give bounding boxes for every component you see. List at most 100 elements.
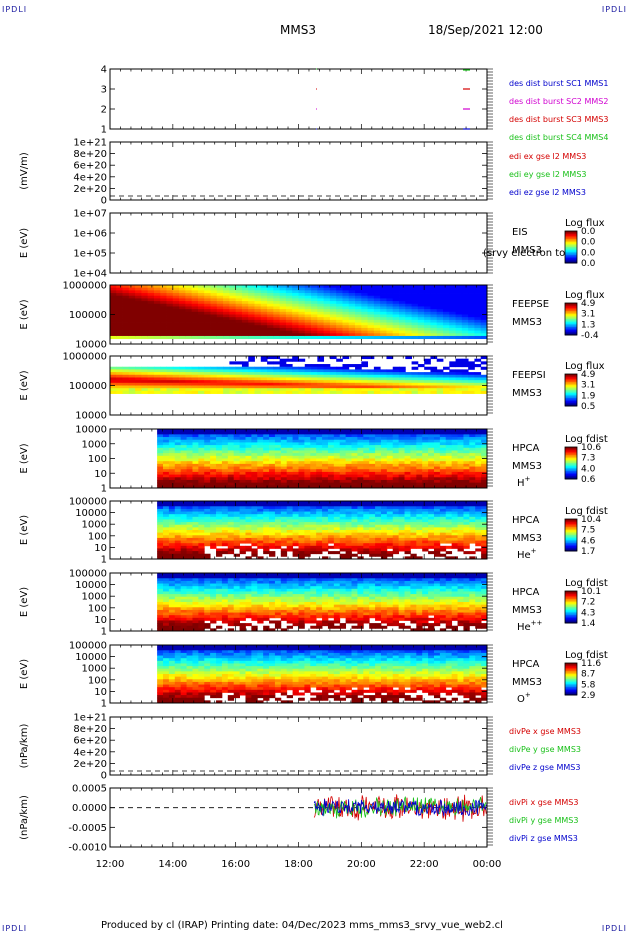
spectrogram-cell [267, 311, 274, 315]
spectrogram-cell [469, 519, 476, 523]
spectrogram-cell [445, 439, 453, 443]
spectrogram-cell [410, 516, 417, 520]
spectrogram-cell [235, 322, 243, 326]
spectrogram-cell [192, 458, 199, 462]
spectrogram-cell [168, 503, 176, 507]
spectrogram-cell [185, 303, 193, 307]
spectrogram-cell [310, 543, 317, 547]
spectrogram-cell [292, 503, 299, 507]
spectrogram-cell [280, 508, 288, 512]
spectrogram-cell [455, 285, 463, 289]
spectrogram-cell [192, 551, 199, 555]
spectrogram-cell [304, 442, 311, 446]
spectrogram-cell [269, 474, 276, 478]
spectrogram-cell [163, 503, 170, 507]
spectrogram-cell [357, 482, 364, 486]
spectrogram-cell [445, 556, 453, 560]
spectrogram-cell [398, 474, 405, 478]
spectrogram-cell [292, 506, 299, 510]
spectrogram-cell [463, 506, 470, 510]
spectrogram-cell [157, 482, 164, 486]
spectrogram-cell [274, 501, 282, 505]
spectrogram-cell [251, 485, 258, 489]
spectrogram-cell [269, 482, 276, 486]
spectrogram-cell [257, 442, 264, 446]
spectrogram-cell [153, 333, 161, 337]
spectrogram-cell [355, 317, 362, 321]
spectrogram-cell [274, 445, 282, 449]
spectrogram-cell [405, 335, 412, 340]
spectrogram-cell [191, 382, 199, 386]
spectrogram-cell [345, 479, 352, 484]
spectrogram-cell [285, 374, 293, 378]
spectrogram-cell [229, 295, 237, 299]
y-axis-label: E (eV) [19, 228, 30, 258]
spectrogram-cell [273, 374, 281, 378]
spectrogram-cell [436, 372, 444, 376]
spectrogram-cell [185, 333, 193, 337]
spectrogram-cell [191, 335, 199, 340]
spectrogram-cell [180, 471, 187, 475]
spectrogram-cell [135, 298, 142, 302]
y-tick-label: 1 [101, 125, 107, 136]
spectrogram-cell [392, 469, 400, 473]
spectrogram-cell [285, 319, 293, 323]
spectrogram-cell [439, 540, 447, 544]
spectrogram-cell [141, 388, 149, 392]
spectrogram-cell [474, 374, 482, 378]
spectrogram-cell [254, 319, 262, 323]
spectrogram-cell [216, 519, 223, 523]
spectrogram-cell [239, 532, 246, 536]
spectrogram-cell [392, 450, 400, 454]
spectrogram-cell [480, 301, 488, 305]
spectrogram-cell [116, 306, 123, 310]
spectrogram-cell [192, 447, 199, 451]
spectrogram-cell [292, 482, 299, 486]
spectrogram-cell [433, 527, 441, 531]
spectrogram-cell [204, 429, 211, 433]
spectrogram-cell [445, 516, 453, 520]
spectrogram-cell [269, 551, 276, 555]
spectrogram-cell [210, 295, 218, 299]
spectrogram-cell [445, 522, 453, 526]
spectrogram-cell [369, 482, 376, 486]
spectrogram-cell [445, 477, 453, 481]
spectrogram-cell [339, 482, 347, 486]
spectrogram-cell [241, 385, 249, 389]
spectrogram-cell [333, 530, 341, 534]
spectrogram-cell [327, 455, 335, 459]
spectrogram-cell [280, 548, 288, 552]
spectrogram-cell [229, 325, 237, 329]
spectrogram-cell [348, 385, 356, 389]
spectrogram-cell [457, 508, 464, 512]
spectrogram-cell [163, 471, 170, 475]
spectrogram-cell [210, 540, 217, 544]
spectrogram-cell [229, 377, 237, 381]
spectrogram-cell [380, 285, 387, 289]
spectrogram-cell [274, 431, 282, 435]
spectrogram-cell [216, 477, 223, 481]
spectrogram-cell [327, 540, 335, 544]
spectrogram-cell [216, 447, 223, 451]
spectrogram-cell [316, 450, 323, 454]
spectrogram-cell [116, 325, 123, 329]
spectrogram-cell [345, 545, 352, 549]
spectrogram-cell [355, 374, 362, 378]
spectrogram-cell [373, 319, 381, 323]
spectrogram-cell [451, 511, 458, 515]
spectrogram-cell [210, 477, 217, 481]
spectrogram-cell [279, 388, 287, 392]
spectrogram-cell [298, 516, 305, 520]
spectrogram-cell [333, 461, 341, 465]
spectrogram-cell [257, 485, 264, 489]
spectrogram-cell [316, 474, 323, 478]
spectrogram-cell [227, 540, 235, 544]
spectrogram-cell [469, 540, 476, 544]
spectrogram-cell [233, 553, 240, 557]
spectrogram-cell [430, 295, 438, 299]
spectrogram-cell [417, 309, 425, 313]
spectrogram-cell [422, 447, 429, 451]
spectrogram-cell [469, 479, 476, 484]
spectrogram-cell [422, 431, 429, 435]
spectrogram-cell [345, 439, 352, 443]
